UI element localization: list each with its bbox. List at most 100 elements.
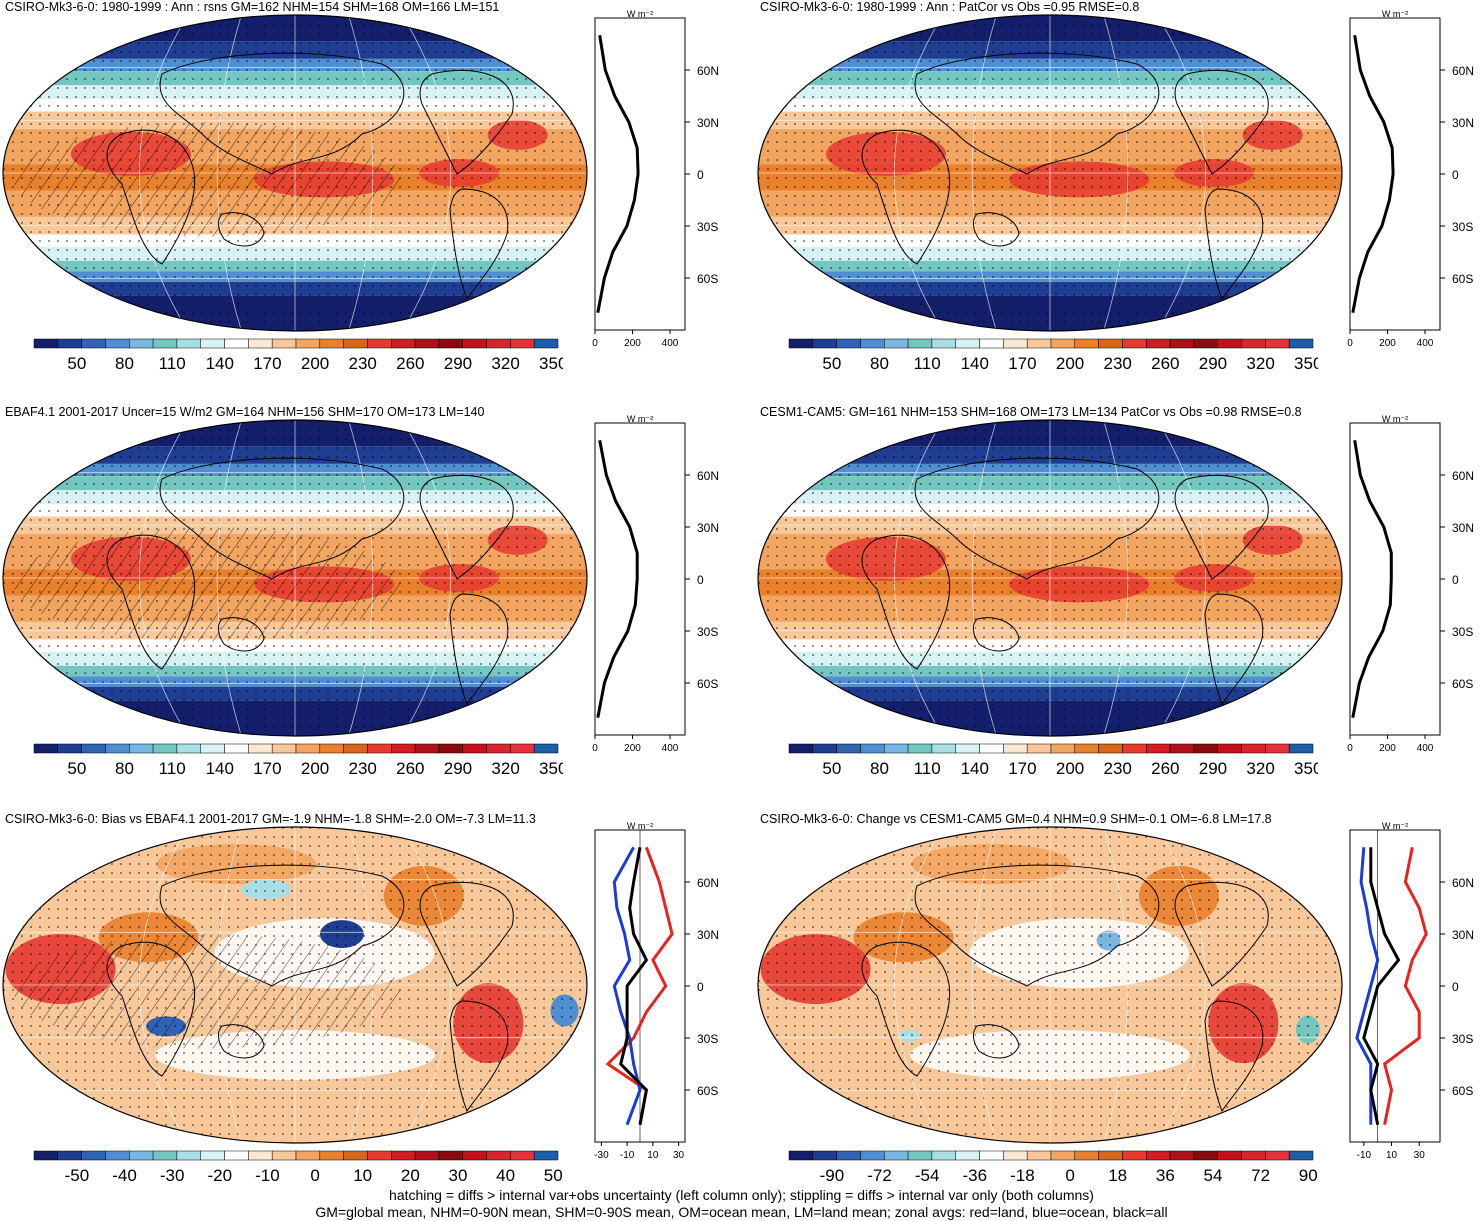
colorbar-swatch bbox=[33, 1150, 59, 1161]
coastline bbox=[1204, 593, 1264, 706]
x-tick-label: -30 bbox=[594, 1150, 609, 1161]
coastline bbox=[159, 864, 405, 987]
colorbar-label: 140 bbox=[961, 354, 989, 372]
colorbar-swatch bbox=[152, 743, 178, 754]
coastline bbox=[1174, 69, 1269, 175]
colorbar-label: 80 bbox=[870, 354, 889, 372]
colorbar-swatch bbox=[319, 1150, 344, 1161]
panel-title: CSIRO-Mk3-6-0: Bias vs EBAF4.1 2001-2017… bbox=[5, 812, 536, 826]
colorbar-label: 72 bbox=[1251, 1166, 1270, 1184]
x-tick-label: 400 bbox=[1417, 743, 1434, 754]
colorbar-swatch bbox=[788, 338, 814, 349]
colorbar-swatch bbox=[438, 1150, 463, 1161]
x-tick-label: 30 bbox=[673, 1150, 685, 1161]
coastline bbox=[973, 1024, 1020, 1059]
colorbar-label: 320 bbox=[1246, 759, 1274, 777]
lat-label: 0 bbox=[697, 980, 704, 994]
x-tick-label: 0 bbox=[592, 338, 598, 349]
colorbar-swatch bbox=[533, 743, 559, 754]
colorbar-swatch bbox=[343, 338, 368, 349]
colorbar-swatch bbox=[271, 338, 297, 349]
all-zonal-line bbox=[619, 847, 649, 1125]
panel-title: CESM1-CAM5: GM=161 NHM=153 SHM=168 OM=17… bbox=[760, 405, 1302, 419]
colorbar-swatch bbox=[884, 743, 909, 754]
colorbar-swatch bbox=[57, 338, 82, 349]
coastline bbox=[218, 212, 265, 247]
colorbar-swatch bbox=[1050, 338, 1076, 349]
colorbar-swatch bbox=[1169, 743, 1195, 754]
colorbar-label: -40 bbox=[112, 1166, 137, 1184]
colorbar-swatch bbox=[176, 743, 201, 754]
colorbar-swatch bbox=[319, 338, 344, 349]
colorbar-label: 20 bbox=[401, 1166, 420, 1184]
x-tick-label: -10 bbox=[1357, 1150, 1372, 1161]
graticule-meridian bbox=[1103, 15, 1129, 331]
colorbar-swatch bbox=[907, 743, 933, 754]
colorbar-label: 230 bbox=[349, 354, 377, 372]
lat-label: 60N bbox=[1452, 469, 1474, 483]
colorbar: 50 80 110 140 170 200 230 260 290 320 350 bbox=[788, 743, 1318, 777]
graticule-meridian bbox=[894, 827, 944, 1143]
colorbar-label: 260 bbox=[1151, 354, 1179, 372]
lat-label: 60S bbox=[1452, 1084, 1473, 1098]
colorbar-swatch bbox=[176, 1150, 201, 1161]
colorbar-swatch bbox=[860, 1150, 885, 1161]
lat-label: 30S bbox=[1452, 220, 1473, 234]
colorbar-swatch bbox=[788, 743, 814, 754]
map-panel-2: CSIRO-Mk3-6-0: 1980-1999 : Ann : PatCor … bbox=[755, 0, 1475, 400]
colorbar-swatch bbox=[931, 338, 956, 349]
lat-label: 60N bbox=[697, 64, 719, 78]
lat-label: 0 bbox=[1452, 573, 1459, 587]
graticule-meridian bbox=[348, 827, 374, 1143]
colorbar-swatch bbox=[224, 1150, 249, 1161]
colorbar-swatch bbox=[367, 743, 392, 754]
colorbar-label: 10 bbox=[353, 1166, 372, 1184]
lat-label: 60S bbox=[1452, 272, 1473, 286]
lat-label: 30S bbox=[697, 1032, 718, 1046]
colorbar-swatch bbox=[931, 743, 956, 754]
coastline bbox=[861, 129, 951, 265]
colorbar: 50 80 110 140 170 200 230 260 290 320 350 bbox=[33, 743, 563, 777]
graticule-meridian bbox=[348, 15, 374, 331]
profile-frame bbox=[594, 422, 686, 736]
lat-label: 60N bbox=[1452, 876, 1474, 890]
colorbar-swatch bbox=[152, 1150, 178, 1161]
colorbar-swatch bbox=[1288, 1150, 1314, 1161]
all-zonal-line bbox=[596, 440, 639, 718]
colorbar-label: 290 bbox=[444, 354, 472, 372]
colorbar-swatch bbox=[1074, 338, 1099, 349]
panel-title: CSIRO-Mk3-6-0: 1980-1999 : Ann : rsns GM… bbox=[5, 0, 500, 14]
coastline bbox=[1204, 188, 1264, 301]
coastline bbox=[106, 534, 196, 670]
x-tick-label: 0 bbox=[1347, 338, 1353, 349]
profile-frame bbox=[594, 17, 686, 331]
lat-label: 30N bbox=[697, 521, 719, 535]
colorbar-swatch bbox=[1003, 1150, 1028, 1161]
colorbar-swatch bbox=[224, 338, 249, 349]
colorbar-label: 230 bbox=[1104, 759, 1132, 777]
colorbar-label: 290 bbox=[444, 759, 472, 777]
map-panel-6: CSIRO-Mk3-6-0: Change vs CESM1-CAM5 GM=0… bbox=[755, 812, 1475, 1212]
x-tick-label: 200 bbox=[1379, 743, 1396, 754]
profile-frame bbox=[1349, 422, 1441, 736]
colorbar-swatch bbox=[510, 1150, 535, 1161]
colorbar: 50 80 110 140 170 200 230 260 290 320 350 bbox=[33, 338, 563, 372]
map-border bbox=[2, 419, 588, 737]
colorbar-swatch bbox=[1003, 743, 1028, 754]
coastline bbox=[159, 52, 405, 175]
colorbar-label: 170 bbox=[253, 759, 281, 777]
colorbar-swatch bbox=[271, 1150, 297, 1161]
units-label: W m⁻² bbox=[627, 414, 653, 424]
colorbar-swatch bbox=[295, 743, 321, 754]
colorbar-swatch bbox=[462, 338, 487, 349]
colorbar-swatch bbox=[1241, 338, 1266, 349]
zonal-profile: W m⁻² 60N 30N 0 30S 60S 0 200 400 bbox=[592, 9, 719, 349]
x-tick-label: 400 bbox=[1417, 338, 1434, 349]
colorbar-swatch bbox=[1217, 743, 1242, 754]
colorbar-swatch bbox=[486, 743, 511, 754]
colorbar-swatch bbox=[33, 338, 59, 349]
colorbar-swatch bbox=[343, 743, 368, 754]
colorbar-swatch bbox=[57, 743, 82, 754]
colorbar-swatch bbox=[907, 1150, 933, 1161]
colorbar-swatch bbox=[1026, 1150, 1052, 1161]
